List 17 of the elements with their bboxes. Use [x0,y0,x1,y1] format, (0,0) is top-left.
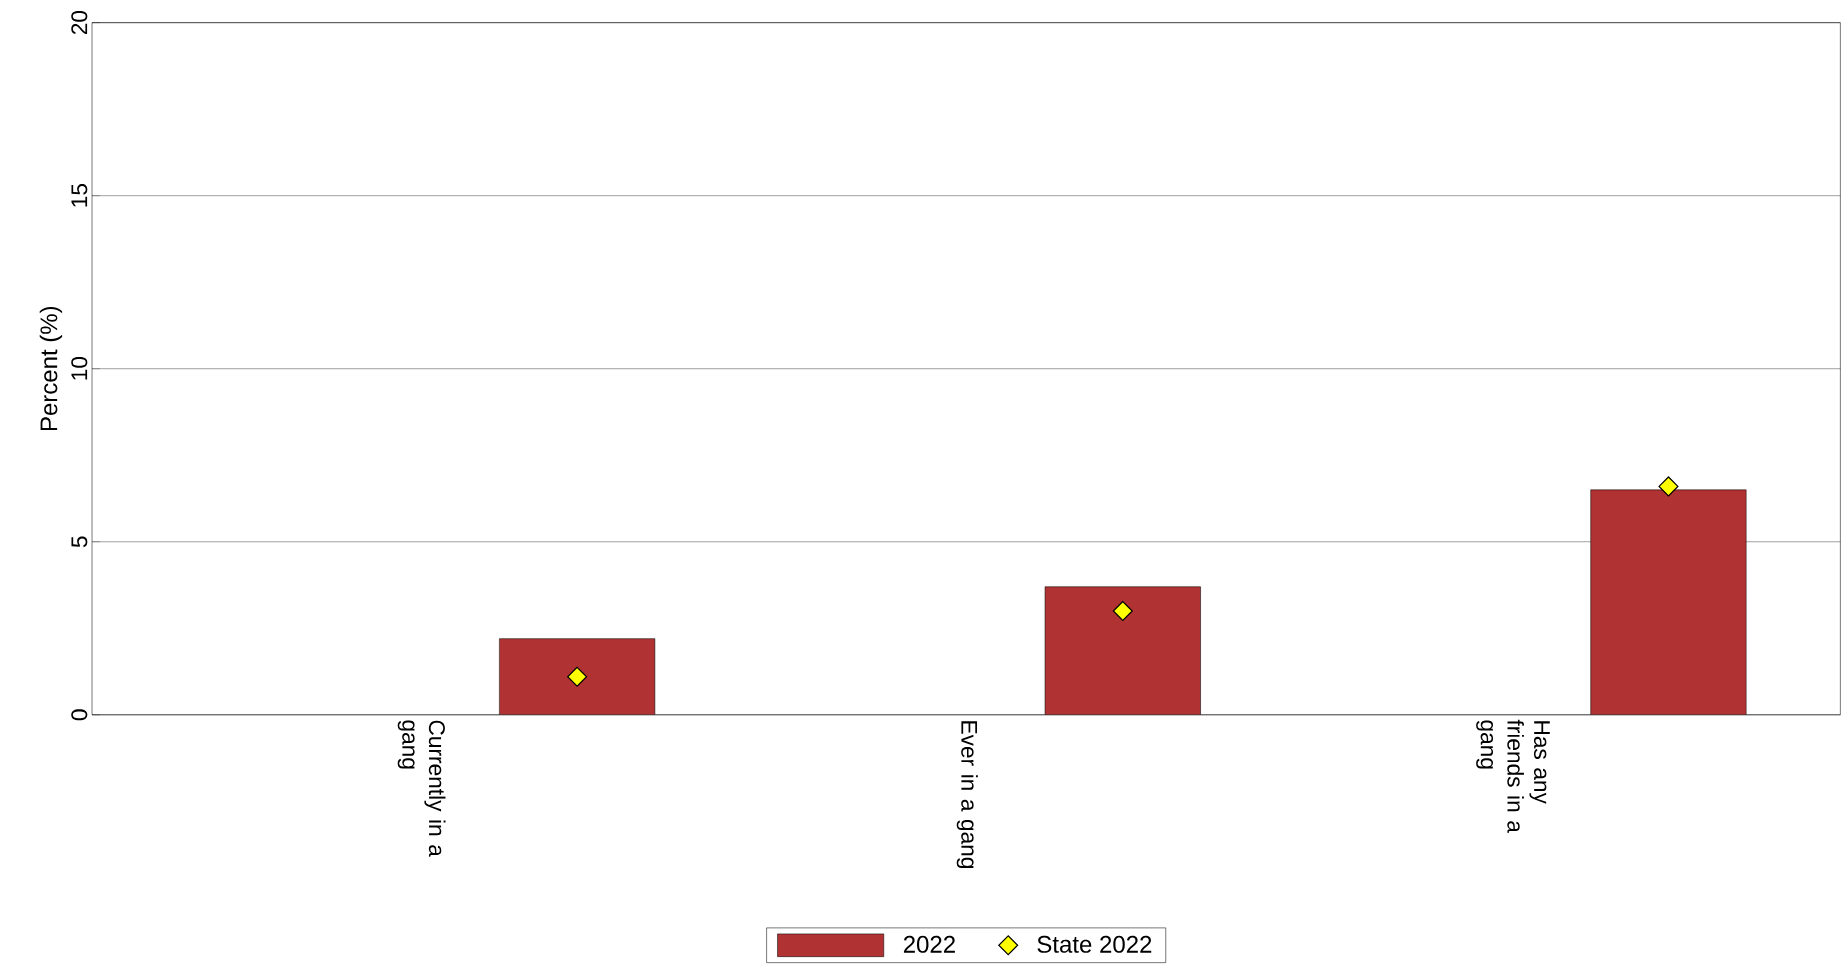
legend-label: State 2022 [1037,935,1152,953]
x-tick-label: Ever in a gang [956,721,978,868]
y-axis-title: Percent (%) [39,306,63,430]
point [1112,600,1133,621]
y-tick-label: 10 [71,356,88,380]
y-tick-label: 5 [71,536,88,547]
point [567,666,588,687]
x-tick-label: Currently in a gang [397,720,446,857]
y-tick-label: 15 [71,183,88,207]
x-tick-label: Has any friends in a gang [1476,719,1550,833]
bar [499,638,656,715]
y-tick-label: 20 [71,10,88,34]
legend-label: 2022 [903,935,955,953]
bar [1590,489,1747,715]
point [1658,476,1679,497]
y-tick-label: 0 [71,709,88,720]
bar [1044,586,1201,715]
